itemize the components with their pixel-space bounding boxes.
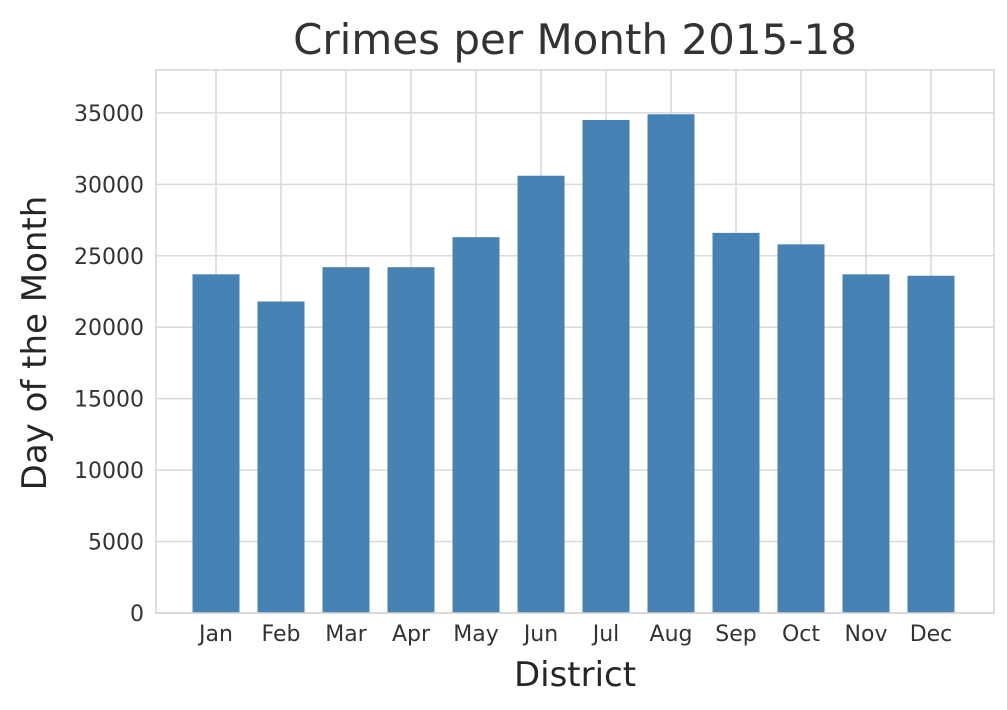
x-tick-labels: Jan Feb Mar Apr May Jun Jul Aug Sep Oct Nov Dec — [197, 622, 952, 647]
bar-may — [452, 237, 500, 614]
bar-aug — [647, 114, 695, 614]
y-tick-label: 30000 — [74, 173, 144, 198]
x-tick-label: Aug — [650, 622, 693, 647]
bar-jan — [192, 274, 240, 613]
x-tick-label: Feb — [262, 622, 301, 647]
x-tick-label: Mar — [325, 622, 367, 647]
y-tick-labels: 0 5000 10000 15000 20000 25000 30000 35000 — [74, 102, 144, 627]
x-axis-label: District — [514, 655, 636, 695]
y-tick-label: 5000 — [88, 531, 144, 556]
bar-nov — [842, 274, 890, 613]
bar-mar — [322, 267, 370, 613]
x-tick-label: Dec — [910, 622, 953, 647]
bar-feb — [257, 301, 305, 613]
x-tick-label: Apr — [392, 622, 431, 647]
bar-oct — [777, 244, 825, 613]
y-tick-label: 20000 — [74, 316, 144, 341]
bar-jul — [582, 120, 630, 614]
x-tick-label: Jul — [591, 622, 620, 647]
x-tick-label: Jun — [522, 622, 558, 647]
x-tick-label: May — [453, 622, 498, 647]
y-tick-label: 25000 — [74, 245, 144, 270]
x-tick-label: Nov — [845, 622, 888, 647]
y-tick-label: 0 — [130, 602, 144, 627]
x-tick-label: Jan — [197, 622, 233, 647]
bar-jun — [517, 175, 565, 613]
bars — [192, 114, 955, 614]
y-tick-label: 15000 — [74, 388, 144, 413]
x-tick-label: Oct — [782, 622, 820, 647]
bar-sep — [712, 232, 760, 613]
y-tick-label: 35000 — [74, 102, 144, 127]
chart-title: Crimes per Month 2015-18 — [293, 15, 857, 64]
bar-dec — [907, 275, 955, 613]
y-axis-label: Day of the Month — [15, 196, 55, 491]
bar-apr — [387, 267, 435, 613]
y-tick-label: 10000 — [74, 459, 144, 484]
plot-frame — [155, 69, 995, 614]
x-tick-label: Sep — [715, 622, 756, 647]
